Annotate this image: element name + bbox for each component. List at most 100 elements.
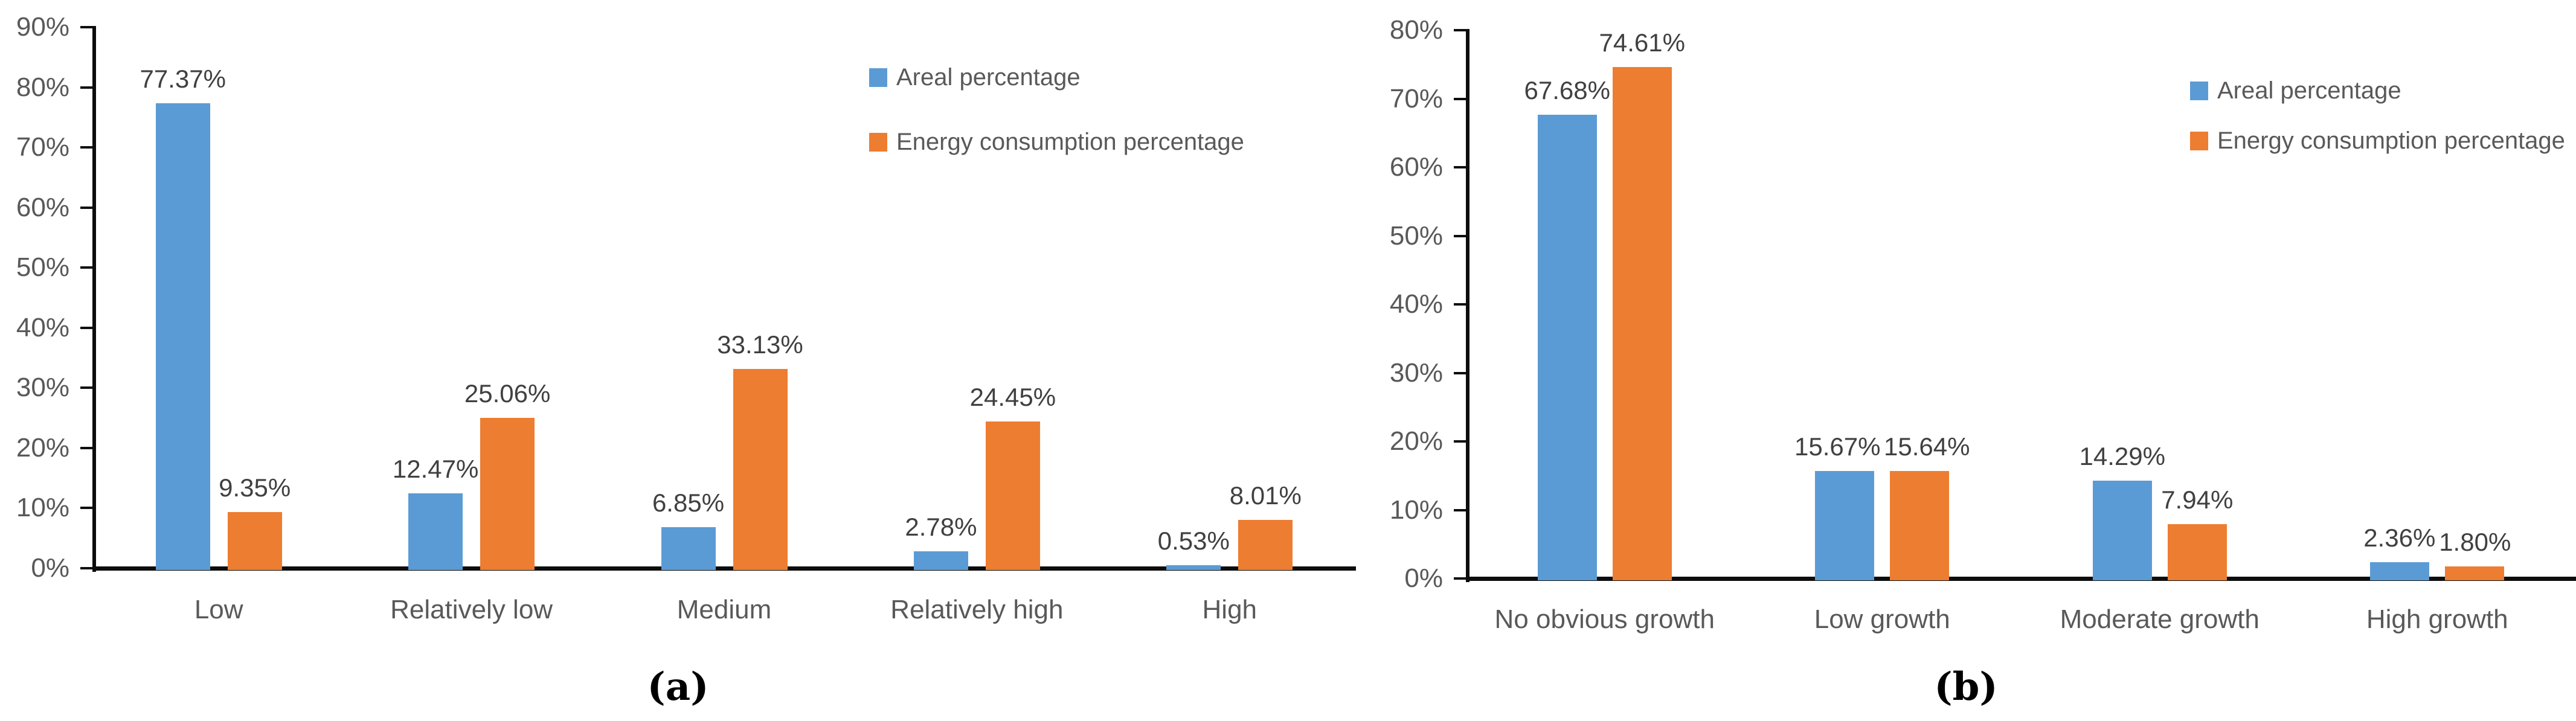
y-axis-line — [1466, 29, 1469, 582]
y-axis-line — [92, 26, 96, 572]
y-axis-tick — [80, 206, 92, 209]
data-label-a-energy-2: 33.13% — [717, 330, 803, 359]
bar-a-energy-3 — [985, 421, 1040, 570]
y-axis-tick — [80, 146, 92, 149]
y-axis-tick-label: 80% — [1389, 15, 1443, 45]
category-label-b-1: Low growth — [1814, 604, 1950, 634]
data-label-b-areal-1: 15.67% — [1794, 432, 1881, 461]
legend-label: Areal percentage — [2217, 77, 2401, 104]
bar-a-areal-4 — [1166, 565, 1221, 570]
y-axis-tick — [1454, 303, 1466, 306]
bar-b-areal-1 — [1815, 471, 1875, 580]
bar-a-areal-0 — [155, 103, 210, 570]
bar-b-energy-3 — [2445, 566, 2505, 580]
category-label-a-1: Relatively low — [390, 595, 553, 624]
category-label-b-3: High growth — [2366, 604, 2508, 634]
bar-b-energy-0 — [1612, 67, 1672, 580]
data-label-b-energy-1: 15.64% — [1884, 432, 1970, 461]
bar-a-energy-0 — [227, 511, 282, 570]
bar-a-areal-3 — [913, 551, 968, 570]
legend-swatch-energy-icon — [869, 132, 887, 152]
data-label-a-energy-0: 9.35% — [219, 473, 291, 502]
y-axis-tick — [80, 26, 92, 28]
x-axis-line — [92, 566, 1356, 571]
y-axis-tick — [1454, 97, 1466, 100]
y-axis-tick-label: 60% — [16, 192, 69, 222]
data-label-b-energy-3: 1.80% — [2439, 527, 2511, 556]
y-axis-tick-label: 50% — [16, 252, 69, 283]
data-label-b-areal-3: 2.36% — [2363, 524, 2436, 553]
y-axis-tick — [1454, 234, 1466, 237]
bar-b-areal-0 — [1537, 114, 1597, 580]
bar-a-energy-2 — [733, 369, 788, 570]
legend-swatch-energy-icon — [2190, 131, 2208, 150]
y-axis-tick — [1454, 440, 1466, 443]
legend-label: Energy consumption percentage — [896, 128, 1244, 155]
y-axis-tick — [1454, 166, 1466, 168]
bar-b-areal-2 — [2092, 480, 2152, 580]
y-axis-tick-label: 0% — [31, 553, 69, 583]
legend-item-energy: Energy consumption percentage — [869, 125, 1244, 159]
y-axis-tick-label: 90% — [16, 12, 69, 42]
y-axis-tick — [80, 567, 92, 569]
bar-a-energy-4 — [1238, 520, 1293, 570]
data-label-a-areal-3: 2.78% — [905, 513, 977, 542]
y-axis-tick-label: 10% — [16, 493, 69, 523]
y-axis-tick-label: 20% — [1389, 426, 1443, 456]
data-label-b-energy-2: 7.94% — [2161, 485, 2234, 514]
data-label-a-energy-3: 24.45% — [969, 382, 1056, 411]
category-label-a-3: Relatively high — [890, 595, 1064, 624]
data-label-a-areal-0: 77.37% — [140, 64, 226, 93]
legend-label: Energy consumption percentage — [2217, 127, 2565, 154]
data-label-a-energy-4: 8.01% — [1229, 481, 1302, 510]
y-axis-tick — [80, 266, 92, 269]
data-label-b-areal-0: 67.68% — [1524, 75, 1610, 104]
y-axis-tick-label: 70% — [1389, 83, 1443, 114]
legend-swatch-areal-icon — [2190, 81, 2208, 100]
y-axis-tick-label: 40% — [1389, 289, 1443, 319]
y-axis-tick — [1454, 577, 1466, 580]
data-label-b-areal-2: 14.29% — [2079, 441, 2165, 470]
bar-chart-a: 0% 10% 20% 30% 40% 50% 60% 70% 80% 90% 77.37% 9.35%… — [16, 12, 1356, 624]
y-axis-tick-label: 20% — [16, 432, 69, 463]
y-axis-tick — [80, 507, 92, 510]
bar-a-areal-1 — [408, 493, 463, 570]
data-label-a-areal-2: 6.85% — [652, 488, 725, 517]
y-axis-tick — [1454, 29, 1466, 31]
bar-chart-b: 0% 10% 20% 30% 40% 50% 60% 70% 80% 67.68% 74.61% 15… — [1356, 0, 2576, 721]
y-axis-tick — [1454, 508, 1466, 511]
x-axis-line — [1466, 577, 2576, 581]
data-label-b-energy-0: 74.61% — [1599, 28, 1685, 57]
chart-panel-a: 0% 10% 20% 30% 40% 50% 60% 70% 80% 90% 77.37% 9.35%… — [16, 12, 1356, 710]
y-axis-tick — [80, 446, 92, 449]
y-axis-tick-label: 70% — [16, 132, 69, 162]
legend-item-areal: Areal percentage — [869, 60, 1081, 94]
bar-b-energy-2 — [2167, 524, 2227, 580]
bar-b-energy-1 — [1890, 471, 1950, 580]
category-label-a-2: Medium — [676, 595, 772, 624]
data-label-a-energy-1: 25.06% — [464, 379, 551, 408]
y-axis-tick-label: 50% — [1389, 220, 1443, 251]
caption-b: (b) — [1934, 664, 1998, 710]
y-axis-tick — [80, 326, 92, 329]
legend-swatch-areal-icon — [869, 68, 887, 87]
y-axis-tick — [80, 86, 92, 89]
bar-b-areal-3 — [2370, 562, 2430, 580]
y-axis-tick-label: 40% — [16, 312, 69, 342]
chart-panel-b: 0% 10% 20% 30% 40% 50% 60% 70% 80% 67.68% 74.61% 15… — [1356, 0, 2576, 721]
legend-item-energy: Energy consumption percentage — [2190, 124, 2565, 158]
caption-a: (a) — [647, 664, 709, 710]
legend-label: Areal percentage — [896, 63, 1081, 91]
y-axis-tick-label: 30% — [1389, 357, 1443, 388]
bar-a-energy-1 — [480, 417, 535, 570]
y-axis-tick-label: 80% — [16, 72, 69, 102]
y-axis-tick-label: 0% — [1404, 563, 1443, 593]
category-label-a-4: High — [1202, 595, 1257, 624]
legend-item-areal: Areal percentage — [2190, 74, 2401, 107]
y-axis-tick — [80, 386, 92, 389]
y-axis-tick-label: 10% — [1389, 495, 1443, 525]
data-label-a-areal-1: 12.47% — [392, 454, 479, 483]
category-label-b-0: No obvious growth — [1494, 604, 1715, 634]
y-axis-tick-label: 60% — [1389, 152, 1443, 182]
